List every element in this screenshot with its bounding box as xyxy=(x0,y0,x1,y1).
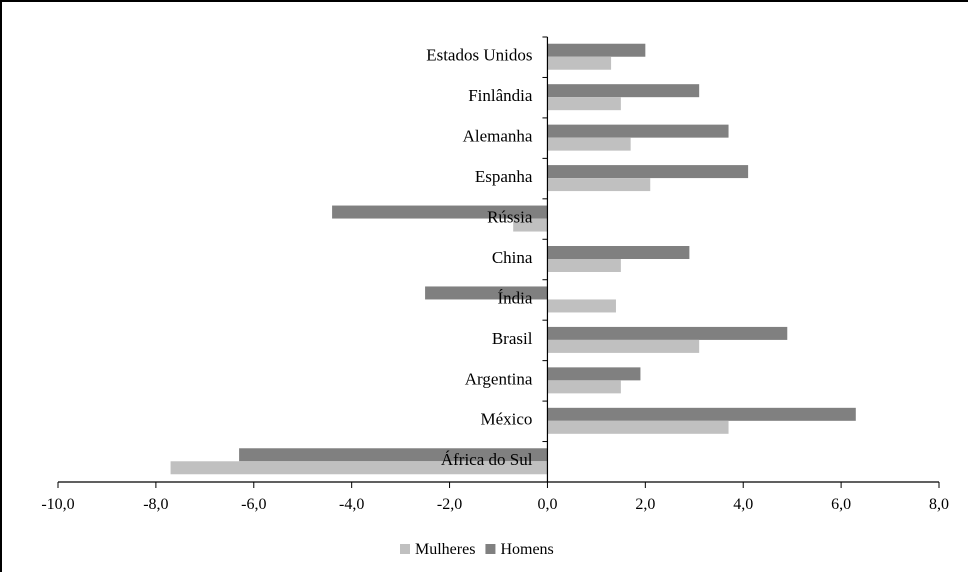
bar-men-1 xyxy=(547,84,700,98)
bar-men-0 xyxy=(547,43,646,57)
bar-men-9 xyxy=(547,407,856,421)
bar-women-4 xyxy=(513,218,548,232)
bar-women-10 xyxy=(170,461,548,475)
bar-women-6 xyxy=(547,299,616,313)
category-label: Rússia xyxy=(487,207,533,226)
category-label: México xyxy=(481,410,533,429)
x-tick-label: -4,0 xyxy=(339,496,364,513)
bar-men-2 xyxy=(547,124,729,138)
bar-women-0 xyxy=(547,56,612,70)
legend-label-homens: Homens xyxy=(500,541,553,558)
bar-women-5 xyxy=(547,259,621,272)
x-tick-label: -10,0 xyxy=(41,496,74,513)
legend-label-mulheres: Mulheres xyxy=(415,541,475,558)
axes-layer xyxy=(57,36,940,488)
x-tick-label: 2,0 xyxy=(635,496,655,513)
x-tick-label: -8,0 xyxy=(143,496,168,513)
category-label: Brasil xyxy=(492,329,533,348)
x-tick-label: 0,0 xyxy=(537,496,557,513)
bar-women-7 xyxy=(547,339,700,353)
bar-women-1 xyxy=(547,97,621,111)
category-label: Argentina xyxy=(465,369,533,388)
bars-layer xyxy=(170,43,856,475)
bar-women-2 xyxy=(547,137,631,151)
legend-swatch-homens xyxy=(485,544,496,554)
legend: Mulheres Homens xyxy=(400,541,554,558)
bar-men-10 xyxy=(239,448,548,462)
bar-men-8 xyxy=(547,367,641,381)
category-label: Finlândia xyxy=(468,86,533,105)
bar-men-7 xyxy=(547,326,788,340)
x-tick-label: -6,0 xyxy=(241,496,266,513)
category-label: China xyxy=(492,248,533,267)
bar-men-3 xyxy=(547,165,749,179)
x-tick-label: 8,0 xyxy=(929,496,949,513)
labels-layer: -10,0 -8,0 -6,0 -4,0 -2,0 0,0 2,0 4,0 6,0 8,0 Esta… xyxy=(41,46,949,513)
bar-men-4 xyxy=(332,205,548,219)
x-tick-label: 4,0 xyxy=(733,496,753,513)
x-tick-label: 6,0 xyxy=(831,496,851,513)
category-label: Espanha xyxy=(475,167,533,186)
bar-women-8 xyxy=(547,380,621,394)
x-tick-label: -2,0 xyxy=(437,496,462,513)
category-label: Estados Unidos xyxy=(426,46,532,65)
bar-women-9 xyxy=(547,420,729,434)
category-label: África do Sul xyxy=(441,450,533,469)
bar-women-3 xyxy=(547,178,651,192)
bar-men-5 xyxy=(547,246,690,259)
category-label: Índia xyxy=(498,288,533,307)
legend-swatch-mulheres xyxy=(400,544,410,554)
category-label: Alemanha xyxy=(463,127,533,146)
bar-men-6 xyxy=(425,286,548,300)
